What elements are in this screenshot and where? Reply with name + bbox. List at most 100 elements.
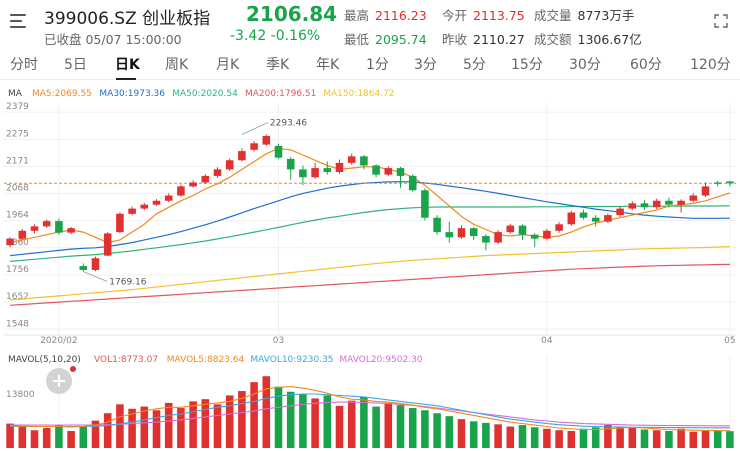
tab-1min[interactable]: 1分 [366, 57, 389, 73]
volume-bar [116, 404, 124, 448]
volume-bar [713, 430, 722, 448]
volume-bar [274, 386, 283, 448]
mavol10-line [10, 393, 730, 429]
tab-intraday[interactable]: 分时 [10, 57, 38, 73]
volume-bar [567, 430, 576, 448]
volume-bar [18, 425, 27, 448]
kline-chart[interactable]: MA MA5:2069.55 MA30:1973.36 MA50:2020.54 MA2… [0, 84, 740, 451]
annotation-label: 2293.46 [270, 119, 307, 129]
y-tick-label: 2379 [6, 102, 29, 112]
stat-label: 最高 [344, 8, 370, 23]
volume-bar [42, 428, 51, 448]
volume-bar [67, 430, 75, 448]
y-tick-label: 1548 [6, 319, 29, 329]
volume-bar [506, 426, 515, 448]
volume-bar [457, 419, 466, 448]
stat-open: 今开 2113.75 [442, 5, 525, 24]
candle-body [177, 186, 185, 196]
candle-body [152, 200, 161, 205]
candle-body [665, 200, 673, 205]
stat-label: 最低 [344, 32, 370, 47]
stat-value: 2113.75 [473, 8, 525, 23]
volume-bar [225, 395, 234, 448]
volume-bar [469, 421, 478, 448]
volume-bar [421, 410, 429, 448]
stat-volume: 成交量 8773万手 [534, 5, 634, 24]
y-tick-label: 1860 [6, 238, 29, 248]
stat-turnover: 成交额 1306.67亿 [534, 29, 642, 48]
candle-body [311, 168, 319, 178]
candle-body [201, 175, 210, 183]
legend-mavol5: MAVOL5:8823.64 [167, 355, 245, 365]
candle-body [18, 230, 27, 239]
legend-mavol10: MAVOL10:9230.35 [250, 355, 333, 365]
stat-label: 今开 [442, 8, 468, 23]
volume-bar [384, 402, 393, 448]
candle-body [91, 258, 100, 270]
candle-body [457, 228, 466, 238]
x-tick-label: 04 [541, 336, 553, 346]
volume-bar [640, 429, 649, 448]
volume-bar [347, 400, 356, 448]
volume-bar [213, 404, 222, 448]
tab-monthly-k[interactable]: 月K [216, 57, 240, 73]
tab-60min[interactable]: 60分 [630, 57, 662, 73]
volume-bar [396, 405, 405, 448]
candle-body [140, 204, 149, 209]
candle-body [335, 162, 344, 173]
volume-bar [30, 430, 39, 448]
candle-body [274, 145, 283, 158]
candle-body [421, 190, 429, 218]
tab-3min[interactable]: 3分 [414, 57, 437, 73]
tab-120min[interactable]: 120分 [690, 57, 731, 73]
tab-yearly-k[interactable]: 年K [316, 57, 340, 73]
legend-ma200: MA200:1796.51 [245, 89, 316, 99]
candle-body [55, 221, 63, 233]
market-status: 已收盘 05/07 15:00:00 [44, 32, 182, 47]
y-tick-label: 1964 [6, 211, 29, 221]
annotation-leader [241, 122, 269, 135]
tab-quarterly-k[interactable]: 季K [266, 57, 290, 73]
stat-value: 1306.67亿 [577, 32, 642, 47]
volume-bar [604, 425, 612, 448]
volume-bar [360, 396, 368, 448]
candle-body [506, 225, 515, 233]
notification-dot [70, 366, 76, 372]
legend-ma5: MA5:2069.55 [32, 89, 92, 99]
tab-daily-k[interactable]: 日K [115, 57, 140, 73]
tab-weekly-k[interactable]: 周K [165, 57, 189, 73]
volume-bar [55, 425, 63, 448]
stat-high: 最高 2116.23 [344, 5, 427, 24]
expand-icon[interactable] [714, 14, 728, 28]
volume-bar [494, 424, 502, 448]
menu-icon[interactable] [10, 14, 26, 28]
volume-bar [726, 431, 734, 448]
active-tab-indicator [116, 78, 136, 80]
candle-body [323, 168, 332, 173]
candle-body [689, 195, 698, 201]
candle-body [164, 195, 173, 201]
volume-bar [408, 408, 417, 448]
tab-30min[interactable]: 30分 [569, 57, 601, 73]
volume-bar [250, 382, 258, 448]
candle-body [213, 169, 222, 176]
volume-bar [6, 423, 14, 448]
mavol20-line [10, 401, 730, 427]
tab-15min[interactable]: 15分 [511, 57, 543, 73]
volume-bar [238, 391, 246, 448]
add-indicator-button[interactable] [46, 368, 72, 394]
volume-legend-title: MAVOL(5,10,20) [8, 355, 81, 365]
tab-5day[interactable]: 5日 [64, 57, 87, 73]
candle-body [628, 203, 637, 209]
candle-body [494, 232, 502, 243]
volume-bar [201, 399, 210, 448]
tab-5min[interactable]: 5分 [463, 57, 486, 73]
volume-bar [140, 406, 149, 448]
candle-body [103, 233, 112, 256]
x-tick-label: 2020/02 [40, 336, 77, 346]
volume-bar [652, 430, 661, 448]
stat-label: 昨收 [442, 32, 468, 47]
annotation-leader [83, 271, 108, 282]
stat-value: 8773万手 [577, 8, 635, 23]
volume-bar [555, 430, 563, 448]
